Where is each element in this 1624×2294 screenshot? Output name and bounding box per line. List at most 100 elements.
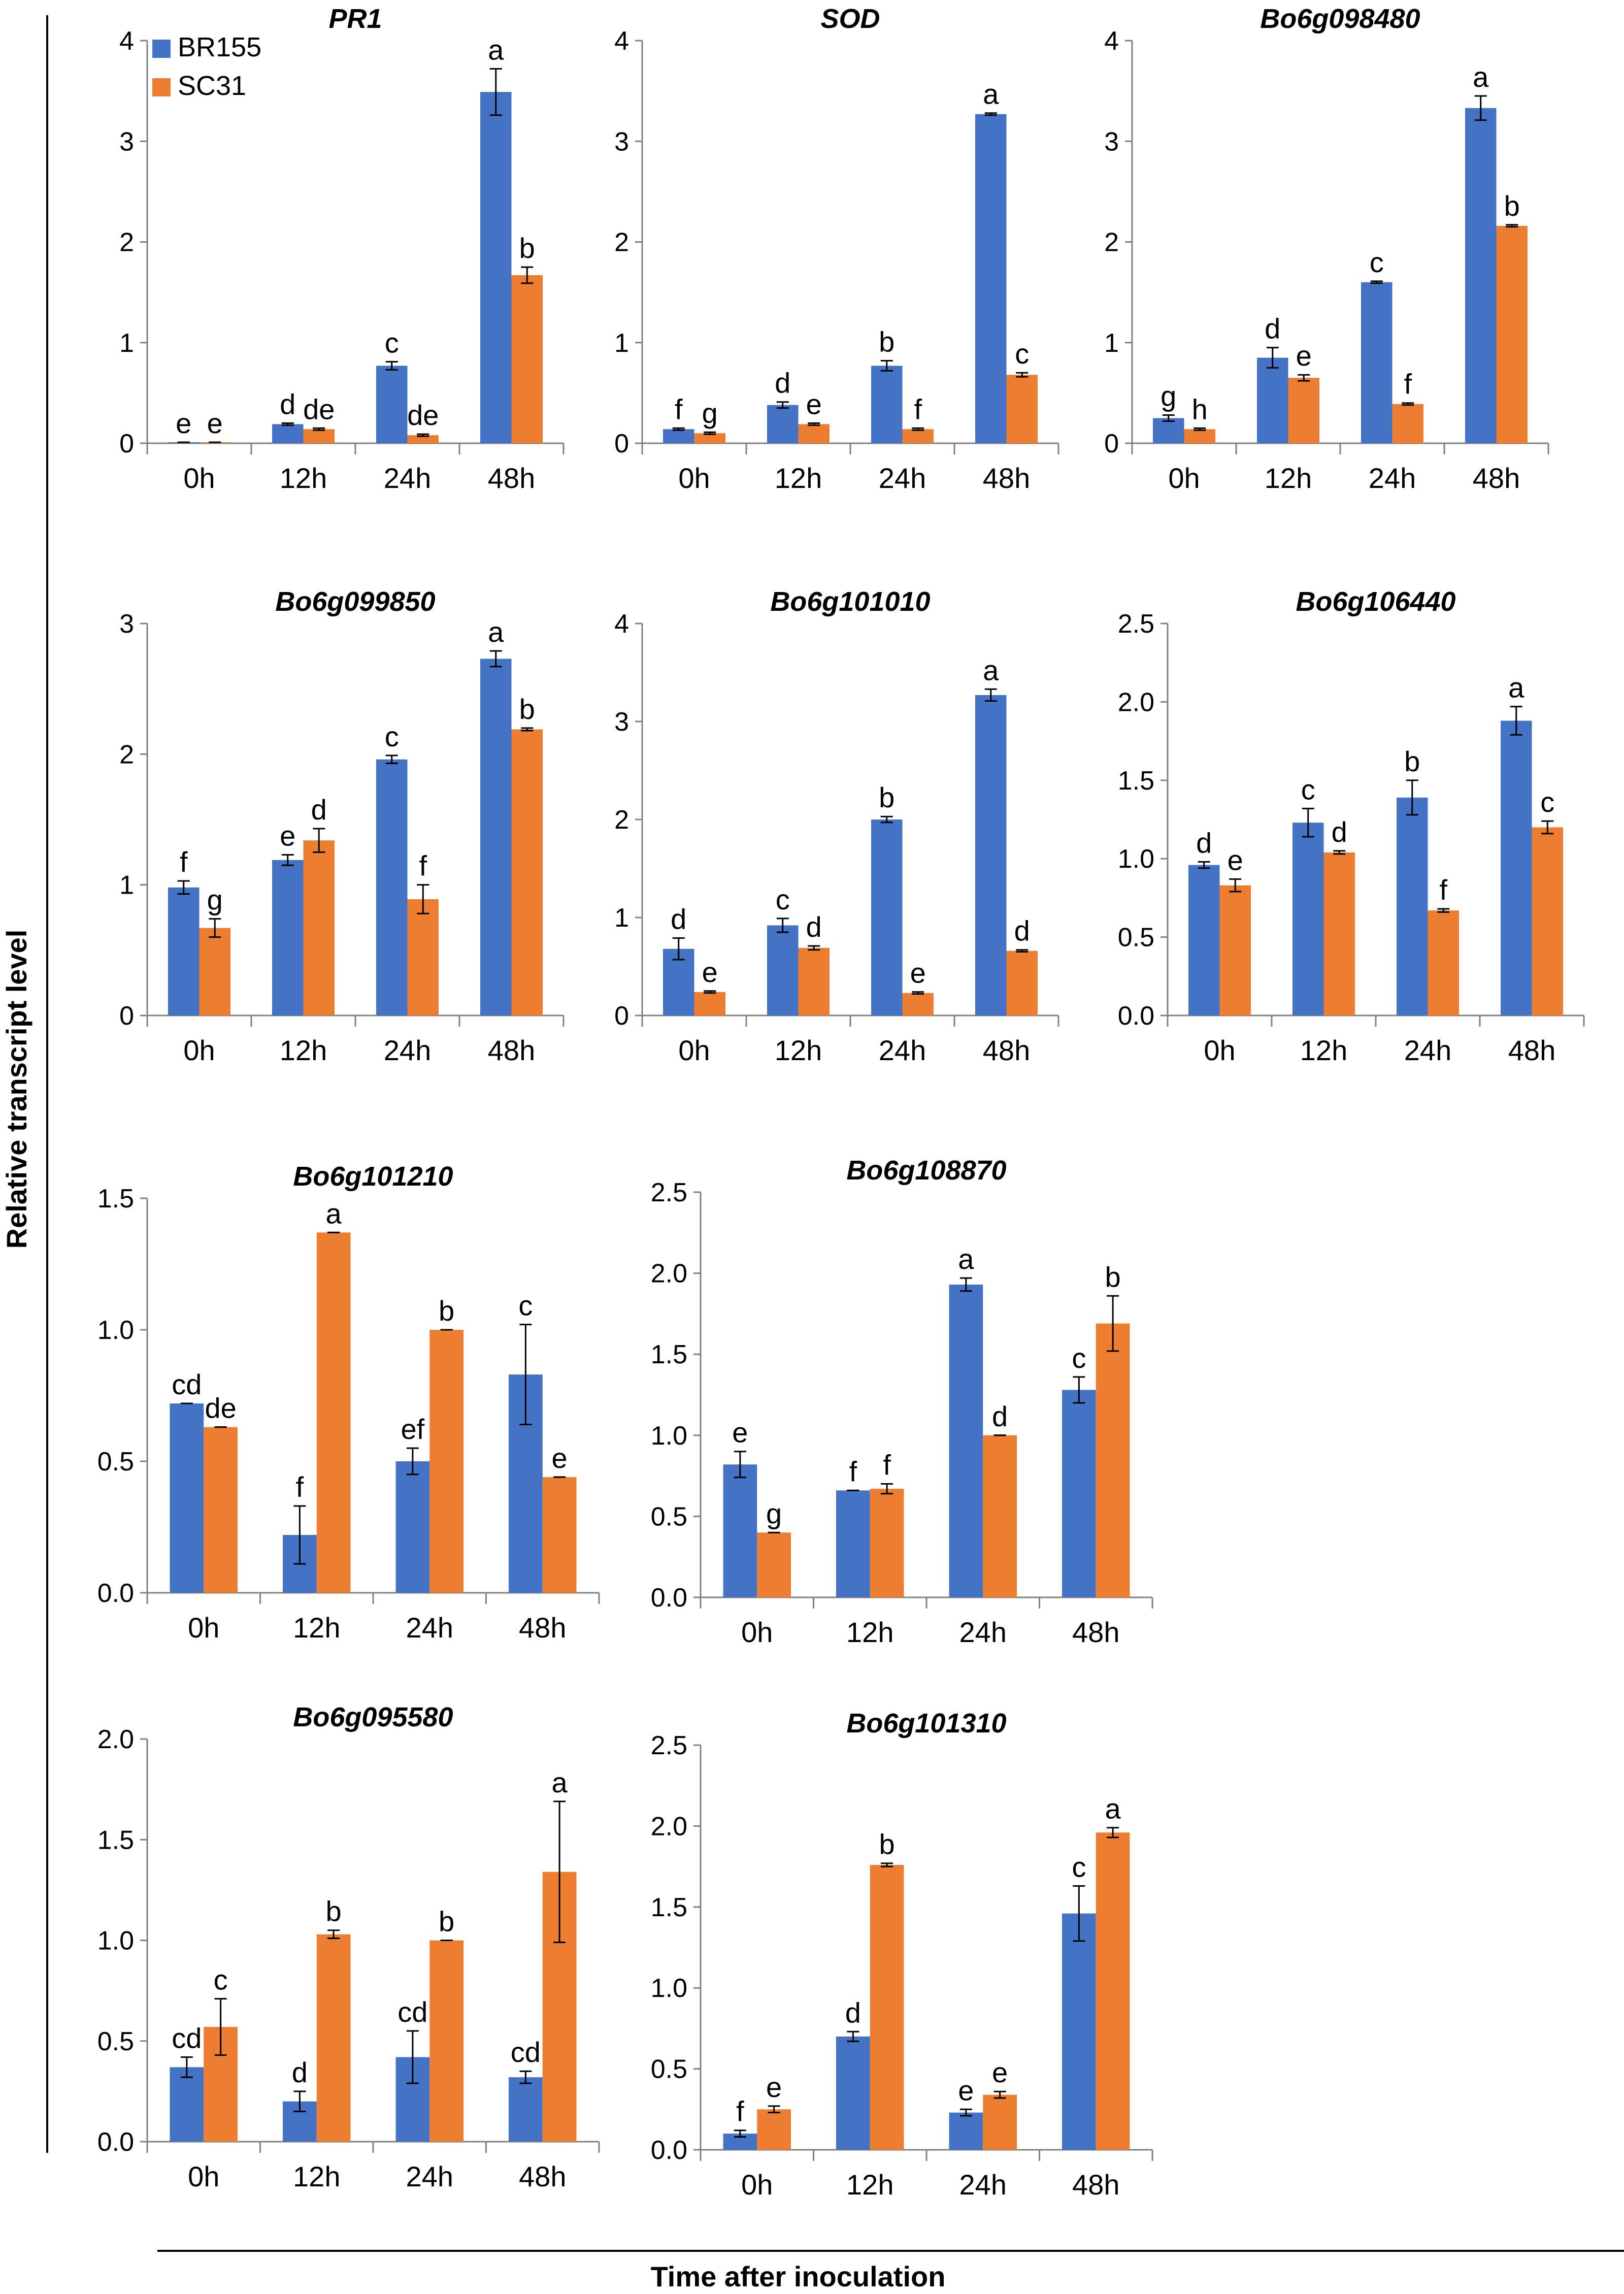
bar-br155	[871, 366, 903, 443]
y-tick-label: 3	[614, 707, 629, 737]
bar-sc31	[757, 1532, 791, 1597]
significance-letter: f	[849, 1455, 857, 1487]
significance-letter: f	[914, 393, 922, 425]
bar-sc31	[429, 1940, 463, 2142]
significance-letter: e	[702, 956, 718, 988]
legend: BR155 SC31	[152, 32, 261, 101]
y-tick-label: 0	[614, 1001, 629, 1031]
significance-letter: e	[207, 407, 223, 439]
significance-letter: e	[766, 2071, 782, 2103]
panel-4: Bo6g099850 0 1 2 3 0h 12h 24h 48h f e c a g d f b	[119, 586, 565, 1066]
panel-7: Bo6g101210 0.0 0.5 1.0 1.5 0h 12h 24h 48h cd f ef c d…	[97, 1161, 600, 1644]
x-tick-label: 48h	[519, 2160, 566, 2192]
bar-sc31	[511, 729, 543, 1015]
bar-sc31	[199, 928, 230, 1015]
bar-sc31	[303, 840, 335, 1015]
y-tick-label: 2.0	[651, 1259, 687, 1289]
x-tick-label: 0h	[183, 1034, 215, 1066]
y-tick-label: 4	[119, 26, 134, 56]
significance-letter: b	[879, 1828, 895, 1860]
bar-sc31	[1096, 1832, 1130, 2150]
significance-letter: a	[983, 654, 999, 686]
y-tick-label: 1	[119, 871, 134, 900]
bar-sc31	[511, 275, 543, 443]
significance-letter: e	[176, 407, 191, 439]
bar-br155	[871, 820, 903, 1015]
x-tick-label: 24h	[406, 2160, 453, 2192]
x-tick-label: 24h	[959, 2169, 1007, 2201]
x-tick-label: 0h	[1204, 1034, 1235, 1066]
bar-sc31	[757, 2109, 791, 2150]
y-tick-label: 0	[119, 429, 134, 458]
significance-letter: f	[180, 846, 188, 878]
bar-br155	[1465, 108, 1497, 443]
significance-letter: e	[552, 1442, 568, 1474]
bar-sc31	[407, 435, 439, 443]
x-tick-label: 0h	[678, 462, 710, 494]
y-tick-label: 0.5	[651, 1502, 687, 1531]
y-tick-label: 1	[614, 329, 629, 358]
significance-letter: f	[419, 850, 427, 882]
figure-ylabel: Relative transcript level	[1, 930, 32, 1249]
x-tick-label: 0h	[188, 1612, 219, 1644]
y-tick-label: 2.0	[651, 1812, 687, 1841]
y-tick-label: 1.0	[1118, 844, 1154, 874]
significance-letter: d	[671, 903, 686, 935]
significance-letter: b	[519, 693, 535, 725]
bar-br155	[1062, 1913, 1096, 2150]
x-tick-label: 48h	[488, 1034, 535, 1066]
bar-sc31	[316, 1232, 351, 1593]
bar-sc31	[1532, 827, 1563, 1015]
panel-title: SOD	[820, 4, 880, 34]
y-tick-label: 1	[614, 903, 629, 933]
bar-br155	[480, 92, 512, 444]
bar-sc31	[1323, 852, 1355, 1015]
significance-letter: de	[303, 393, 335, 425]
bar-br155	[975, 695, 1007, 1015]
x-tick-label: 0h	[678, 1034, 710, 1066]
panel-title: Bo6g099850	[275, 586, 435, 617]
y-tick-label: 0	[614, 429, 629, 458]
bar-sc31	[983, 2094, 1017, 2150]
y-tick-label: 1.0	[651, 1974, 687, 2003]
bar-br155	[376, 759, 408, 1015]
significance-letter: a	[1105, 1793, 1121, 1825]
significance-letter: d	[311, 794, 327, 826]
significance-letter: h	[1192, 393, 1208, 425]
bar-br155	[272, 860, 304, 1015]
bar-sc31	[429, 1330, 463, 1593]
x-tick-label: 0h	[741, 1616, 773, 1648]
significance-letter: e	[992, 2056, 1008, 2088]
figure-xlabel: Time after inoculation	[651, 2260, 946, 2292]
y-tick-label: 2.5	[651, 1178, 687, 1207]
bar-br155	[1292, 823, 1324, 1015]
significance-letter: e	[910, 957, 926, 989]
bar-sc31	[870, 1864, 904, 2150]
x-tick-label: 48h	[1473, 462, 1520, 494]
bar-br155	[170, 2067, 204, 2142]
x-tick-label: 48h	[983, 462, 1030, 494]
y-tick-label: 0.0	[651, 2136, 687, 2165]
panel-title: Bo6g101210	[293, 1161, 453, 1192]
bar-sc31	[902, 993, 934, 1015]
significance-letter: cd	[172, 2022, 202, 2054]
y-tick-label: 2.5	[1118, 609, 1154, 639]
legend-label: BR155	[178, 32, 261, 62]
significance-letter: b	[879, 325, 894, 357]
significance-letter: g	[766, 1497, 782, 1529]
y-tick-label: 3	[1104, 127, 1119, 156]
significance-letter: c	[385, 326, 399, 358]
bar-sc31	[1288, 378, 1319, 443]
significance-letter: f	[736, 2095, 744, 2127]
significance-letter: b	[879, 781, 894, 813]
y-tick-label: 2	[614, 805, 629, 835]
legend-swatch	[152, 78, 171, 96]
significance-letter: d	[806, 911, 822, 943]
significance-letter: cd	[172, 1368, 202, 1400]
y-tick-label: 1.5	[97, 1825, 134, 1855]
panel-title: Bo6g101310	[846, 1708, 1006, 1739]
bar-br155	[1062, 1390, 1096, 1597]
x-tick-label: 24h	[384, 462, 431, 494]
